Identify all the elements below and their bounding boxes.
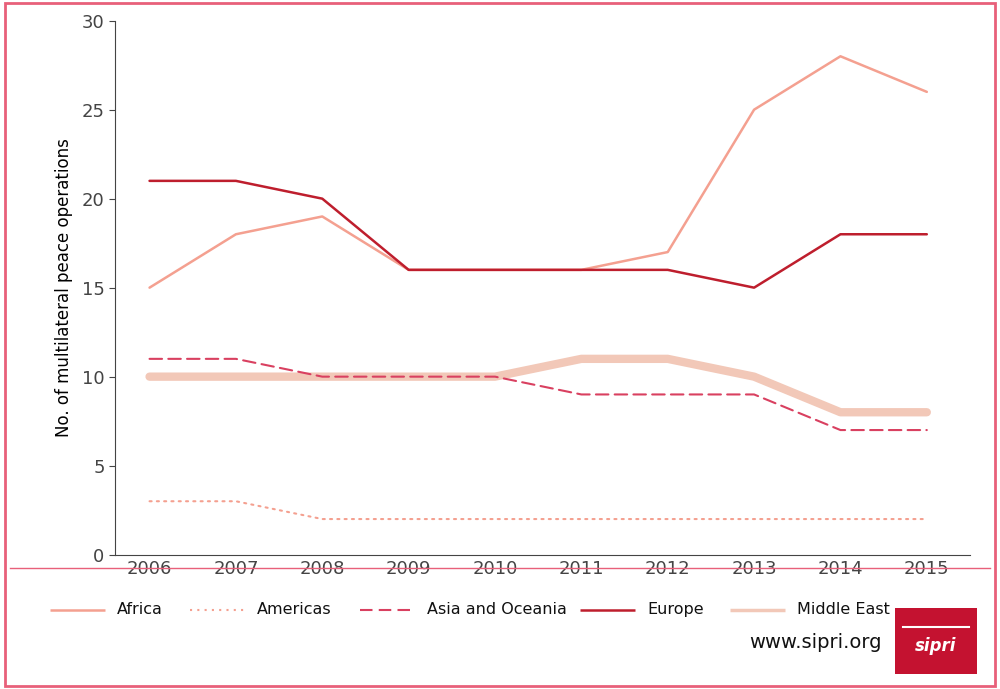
Text: Asia and Oceania: Asia and Oceania <box>427 602 567 617</box>
Y-axis label: No. of multilateral peace operations: No. of multilateral peace operations <box>55 138 73 437</box>
Text: Europe: Europe <box>647 602 704 617</box>
Text: Africa: Africa <box>117 602 163 617</box>
Text: www.sipri.org: www.sipri.org <box>750 633 882 652</box>
Text: Americas: Americas <box>257 602 332 617</box>
Text: Middle East: Middle East <box>797 602 890 617</box>
Text: sipri: sipri <box>915 637 957 655</box>
